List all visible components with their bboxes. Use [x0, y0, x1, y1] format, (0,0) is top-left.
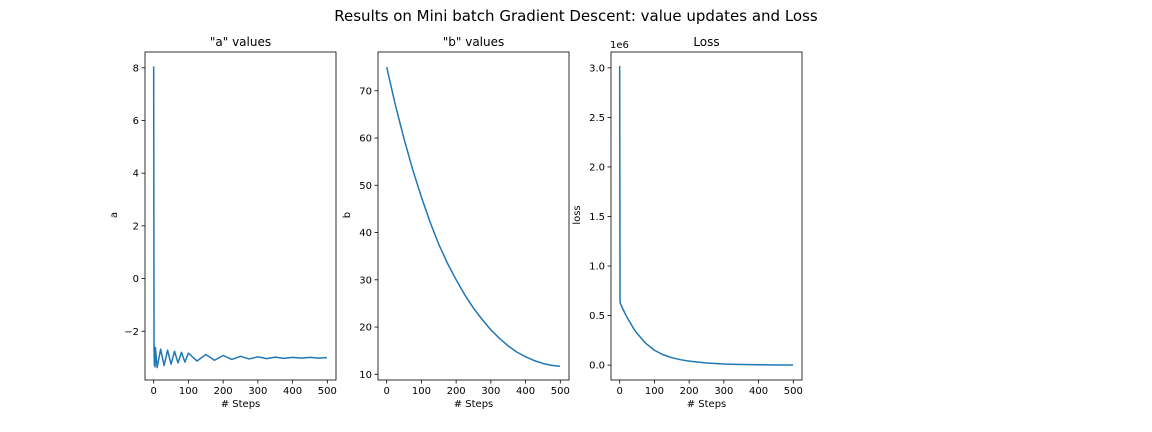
panel-b-xlabel: # Steps — [454, 399, 494, 410]
panel-loss-ylabel: loss — [572, 205, 583, 224]
panel-loss-title: Loss — [693, 35, 719, 49]
panel-a-ylabel: a — [109, 212, 120, 218]
panel-b-ytick-label: 40 — [359, 228, 372, 239]
panel-loss-xlabel: # Steps — [687, 399, 727, 410]
panel-a-xtick-label: 200 — [214, 386, 233, 397]
panel-loss-xtick-label: 400 — [749, 386, 768, 397]
panel-b-title: "b" values — [443, 35, 505, 49]
panel-a-xtick-label: 400 — [283, 386, 302, 397]
panel-b-xtick-label: 200 — [447, 386, 466, 397]
panel-a-title: "a" values — [210, 35, 271, 49]
panel-loss-xtick-label: 300 — [714, 386, 733, 397]
panel-b-ytick-label: 30 — [359, 275, 372, 286]
panel-loss: Loss # Steps loss 1e6 0 100 200 300 400 500 0.… — [572, 35, 803, 410]
panel-b-xtick-label: 500 — [551, 386, 570, 397]
panel-a-xtick-label: 500 — [318, 386, 337, 397]
panel-loss-ytick-label: 3.0 — [589, 63, 605, 74]
figure-suptitle: Results on Mini batch Gradient Descent: … — [334, 7, 818, 25]
panel-b-ytick-label: 10 — [359, 370, 372, 381]
panel-b-values: "b" values # Steps b 0 100 200 300 400 500 10 2… — [342, 35, 570, 410]
panel-a-ytick-label: 2 — [133, 221, 139, 232]
panel-loss-axes-frame — [610, 51, 803, 381]
panel-loss-ytick-label: 1.5 — [589, 212, 605, 223]
panel-a-ytick-label: 6 — [133, 116, 139, 127]
panel-b-series-line — [385, 66, 561, 368]
panel-b-xtick-label: 100 — [412, 386, 431, 397]
panel-b-ytick-label: 50 — [359, 181, 372, 192]
panel-loss-series-line — [618, 65, 793, 366]
panel-a-ytick-label: −2 — [124, 327, 139, 338]
panel-a-series-line — [152, 66, 328, 369]
panel-b-ytick-label: 70 — [359, 86, 372, 97]
panel-loss-ytick-label: 0.5 — [589, 311, 605, 322]
panel-a-axes-frame — [144, 51, 337, 381]
panel-b-xtick-label: 0 — [383, 386, 389, 397]
panel-a-xtick-label: 100 — [179, 386, 198, 397]
panel-a-ytick-label: 4 — [133, 169, 139, 180]
panel-b-ytick-label: 60 — [359, 134, 372, 145]
panel-b-ytick-label: 20 — [359, 323, 372, 334]
panel-a-xlabel: # Steps — [221, 399, 261, 410]
panel-loss-ytick-label: 0.0 — [589, 361, 605, 372]
panel-loss-ytick-label: 2.0 — [589, 162, 605, 173]
panel-loss-ytick-label: 1.0 — [589, 262, 605, 273]
panel-b-xtick-label: 300 — [481, 386, 500, 397]
panel-loss-xtick-label: 200 — [680, 386, 699, 397]
panel-a-ytick-label: 0 — [133, 274, 139, 285]
panel-loss-xtick-label: 500 — [784, 386, 803, 397]
panel-a-xtick-label: 0 — [150, 386, 156, 397]
panel-a-xtick-label: 300 — [248, 386, 267, 397]
panel-a-values: "a" values # Steps a 0 100 200 300 400 500 −2 0… — [109, 35, 337, 410]
panel-loss-ytick-label: 2.5 — [589, 113, 605, 124]
panel-loss-xtick-label: 0 — [616, 386, 622, 397]
panel-loss-offset-label: 1e6 — [610, 40, 629, 51]
panel-b-ylabel: b — [342, 212, 353, 218]
panel-b-axes-frame — [377, 51, 570, 381]
panel-loss-xtick-label: 100 — [645, 386, 664, 397]
panel-a-ytick-label: 8 — [133, 63, 139, 74]
panel-b-xtick-label: 400 — [516, 386, 535, 397]
